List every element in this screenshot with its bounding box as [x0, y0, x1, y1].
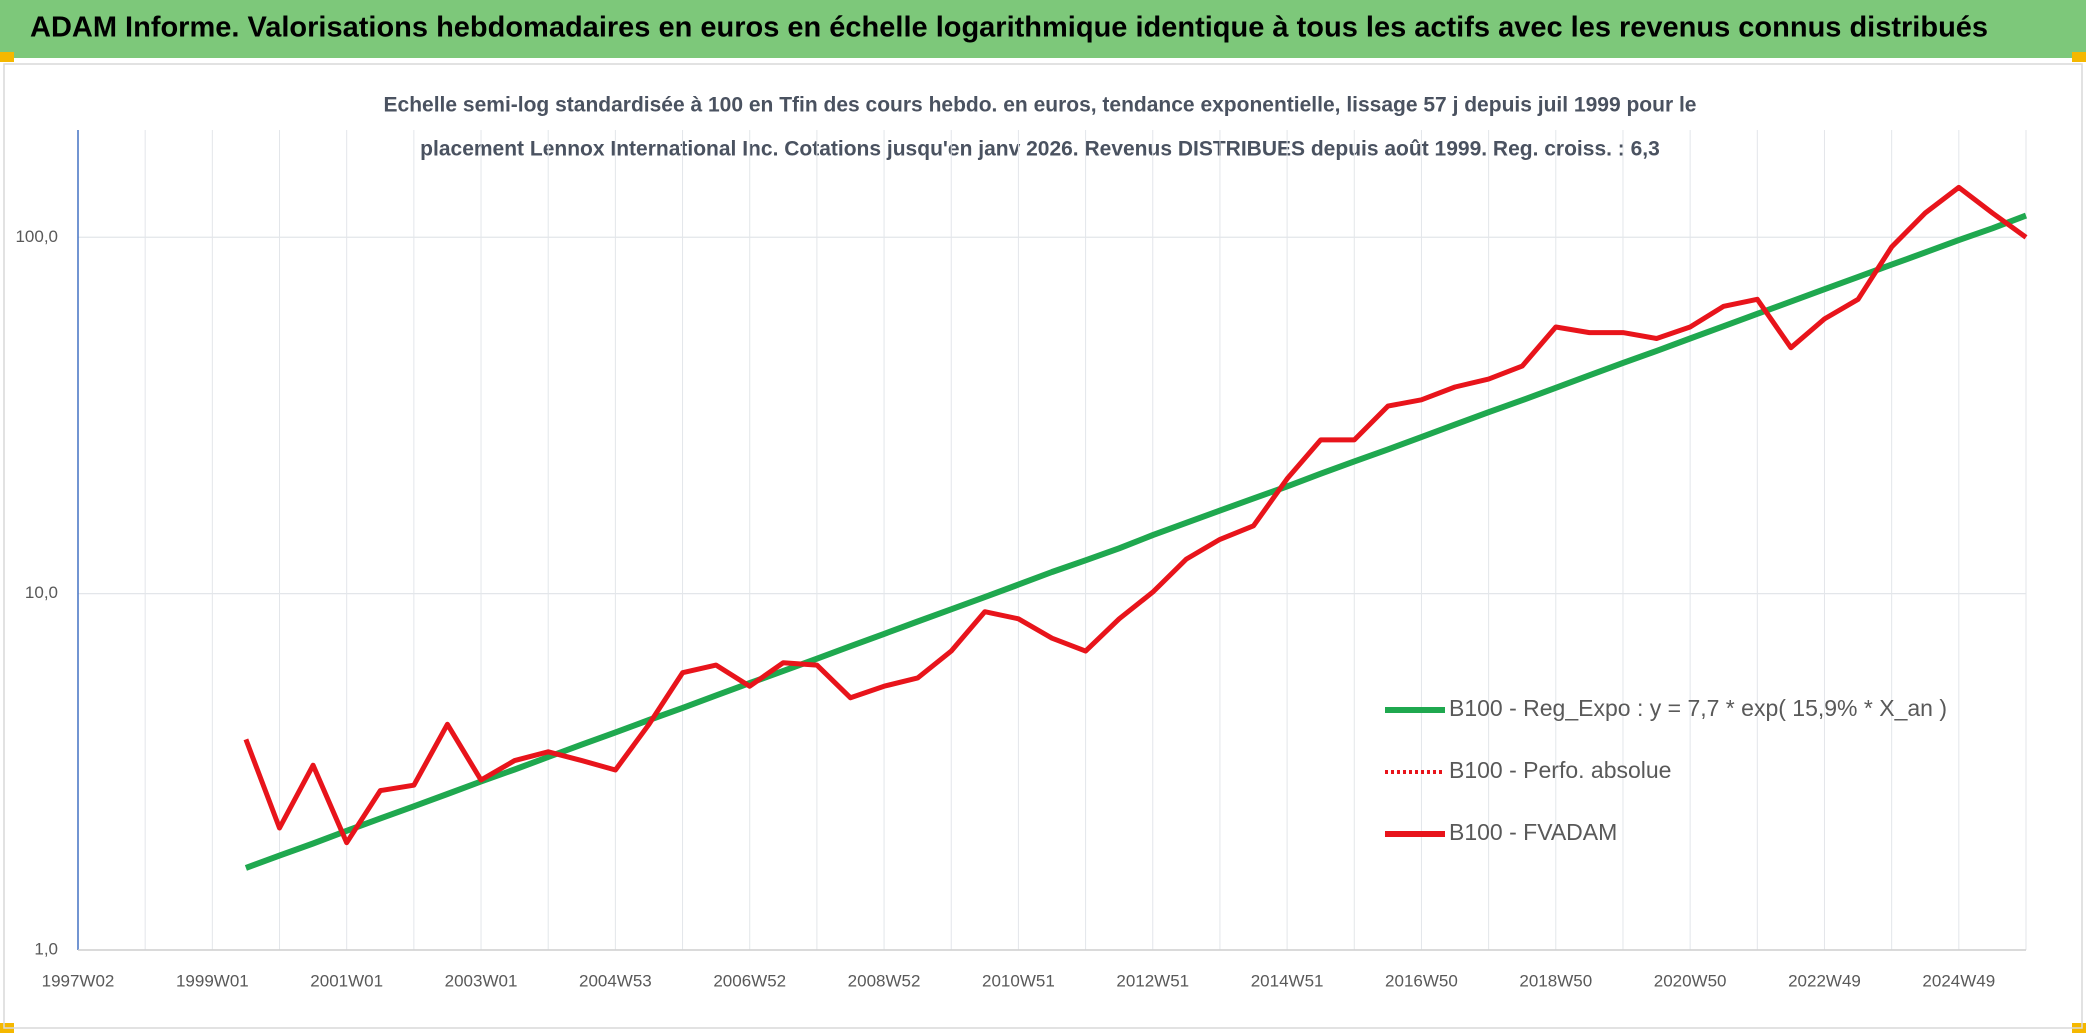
chart-subtitle: Echelle semi-log standardisée à 100 en T…	[384, 94, 1697, 117]
x-tick-label: 2003W01	[445, 971, 518, 990]
x-tick-label: 2008W52	[848, 971, 921, 990]
x-tick-label: 2018W50	[1519, 971, 1592, 990]
x-tick-label: 1997W02	[42, 971, 115, 990]
y-tick-label: 100,0	[15, 227, 58, 246]
x-tick-label: 2010W51	[982, 971, 1055, 990]
x-tick-label: 2020W50	[1654, 971, 1727, 990]
series-line	[244, 212, 2028, 871]
y-tick-label: 1,0	[34, 939, 58, 958]
x-tick-label: 1999W01	[176, 971, 249, 990]
x-tick-label: 2001W01	[310, 971, 383, 990]
x-tick-label: 2016W50	[1385, 971, 1458, 990]
series-line	[243, 184, 2028, 846]
x-tick-label: 2024W49	[1922, 971, 1995, 990]
legend-label: B100 - Reg_Expo : y = 7,7 * exp( 15,9% *…	[1449, 695, 1947, 721]
x-tick-label: 2004W53	[579, 971, 652, 990]
corner-mark	[0, 52, 14, 62]
corner-mark	[2072, 52, 2086, 62]
x-tick-label: 2022W49	[1788, 971, 1861, 990]
x-tick-label: 2014W51	[1251, 971, 1324, 990]
y-tick-label: 10,0	[25, 583, 58, 602]
legend-label: B100 - Perfo. absolue	[1449, 757, 1671, 783]
x-tick-label: 2006W52	[713, 971, 786, 990]
header-bar	[0, 0, 2086, 58]
header-title: ADAM Informe. Valorisations hebdomadaire…	[30, 12, 1988, 44]
chart-border	[3, 63, 2083, 1029]
chart-subtitle: placement Lennox International Inc. Cota…	[420, 138, 1660, 161]
x-tick-label: 2012W51	[1116, 971, 1189, 990]
legend-label: B100 - FVADAM	[1449, 819, 1617, 845]
